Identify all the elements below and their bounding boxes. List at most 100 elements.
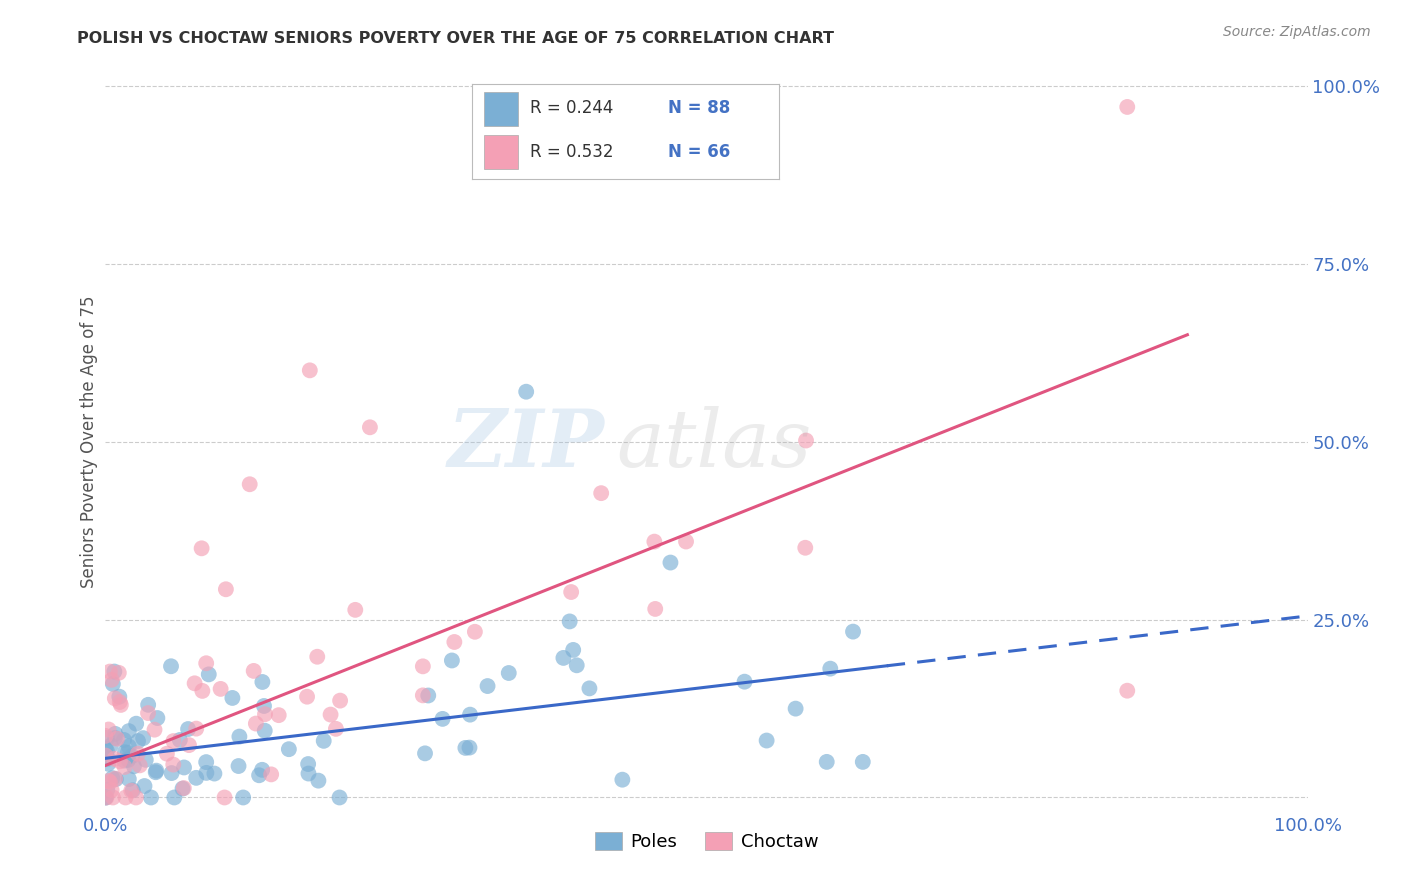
Text: Source: ZipAtlas.com: Source: ZipAtlas.com <box>1223 25 1371 39</box>
Point <box>307 649 329 664</box>
Point <box>852 755 875 769</box>
Point <box>277 742 299 756</box>
Point <box>114 745 136 759</box>
Point <box>97 723 120 737</box>
Point <box>98 665 121 679</box>
Point <box>820 662 842 676</box>
Point <box>253 723 276 738</box>
Point <box>578 681 600 696</box>
Point <box>177 738 200 752</box>
Point <box>329 693 352 707</box>
Point <box>100 673 122 687</box>
Point <box>118 724 141 739</box>
Point <box>160 766 183 780</box>
Point <box>565 658 588 673</box>
Point <box>515 384 537 399</box>
Point <box>842 624 865 639</box>
Point <box>591 486 613 500</box>
Point <box>100 783 122 797</box>
Point <box>105 731 128 746</box>
Legend: Poles, Choctaw: Poles, Choctaw <box>588 825 825 858</box>
Point <box>553 651 575 665</box>
Point <box>298 363 321 377</box>
Point <box>755 733 778 747</box>
Point <box>659 556 682 570</box>
Point <box>114 790 136 805</box>
Point <box>443 635 465 649</box>
Point <box>1116 100 1139 114</box>
Point <box>145 764 167 778</box>
Point <box>103 665 125 679</box>
Point <box>108 690 131 704</box>
Point <box>156 747 179 761</box>
Point <box>103 752 125 766</box>
Point <box>163 790 186 805</box>
Point <box>477 679 499 693</box>
Point <box>328 790 350 805</box>
Point <box>97 752 120 766</box>
Point <box>96 782 118 797</box>
Point <box>344 603 367 617</box>
Point <box>312 734 335 748</box>
Point <box>412 689 434 703</box>
Point <box>195 765 218 780</box>
Point <box>560 585 582 599</box>
Point <box>215 582 238 597</box>
Y-axis label: Seniors Poverty Over the Age of 75: Seniors Poverty Over the Age of 75 <box>80 295 98 588</box>
Point <box>122 759 145 773</box>
Point <box>253 698 276 713</box>
Point <box>94 748 117 763</box>
Point <box>458 707 481 722</box>
Point <box>186 771 208 785</box>
Point <box>96 731 118 745</box>
Point <box>127 747 149 761</box>
Point <box>117 746 139 760</box>
Point <box>195 755 218 769</box>
Point <box>100 739 122 753</box>
Point <box>162 734 184 748</box>
Point <box>172 781 194 796</box>
Point <box>96 744 118 758</box>
Point <box>162 757 184 772</box>
Point <box>98 775 121 789</box>
Point <box>794 434 817 448</box>
Text: ZIP: ZIP <box>447 407 605 484</box>
Point <box>114 754 136 768</box>
Point <box>297 757 319 772</box>
Point <box>101 771 124 785</box>
Point <box>94 741 117 756</box>
Point <box>418 689 440 703</box>
Point <box>644 602 666 616</box>
Point <box>97 756 120 771</box>
Point <box>125 716 148 731</box>
Point <box>120 783 142 797</box>
Point <box>458 740 481 755</box>
Point <box>675 534 697 549</box>
Point <box>643 534 665 549</box>
Point <box>139 790 162 805</box>
Point <box>96 790 118 805</box>
Point <box>108 754 131 768</box>
Point <box>190 541 212 556</box>
Point <box>146 711 169 725</box>
Point <box>145 765 167 780</box>
Point <box>221 690 243 705</box>
Point <box>160 659 183 673</box>
Point <box>464 624 486 639</box>
Point <box>252 675 274 690</box>
Point <box>104 691 127 706</box>
Point <box>432 712 454 726</box>
Point <box>177 722 200 736</box>
Point <box>325 722 347 736</box>
Text: atlas: atlas <box>616 407 811 484</box>
Point <box>295 690 318 704</box>
Point <box>108 665 131 680</box>
Point <box>250 763 273 777</box>
Point <box>97 773 120 788</box>
Point <box>242 664 264 678</box>
Point <box>94 729 117 743</box>
Point <box>440 653 463 667</box>
Point <box>214 790 236 805</box>
Point <box>359 420 381 434</box>
Point <box>498 665 520 680</box>
